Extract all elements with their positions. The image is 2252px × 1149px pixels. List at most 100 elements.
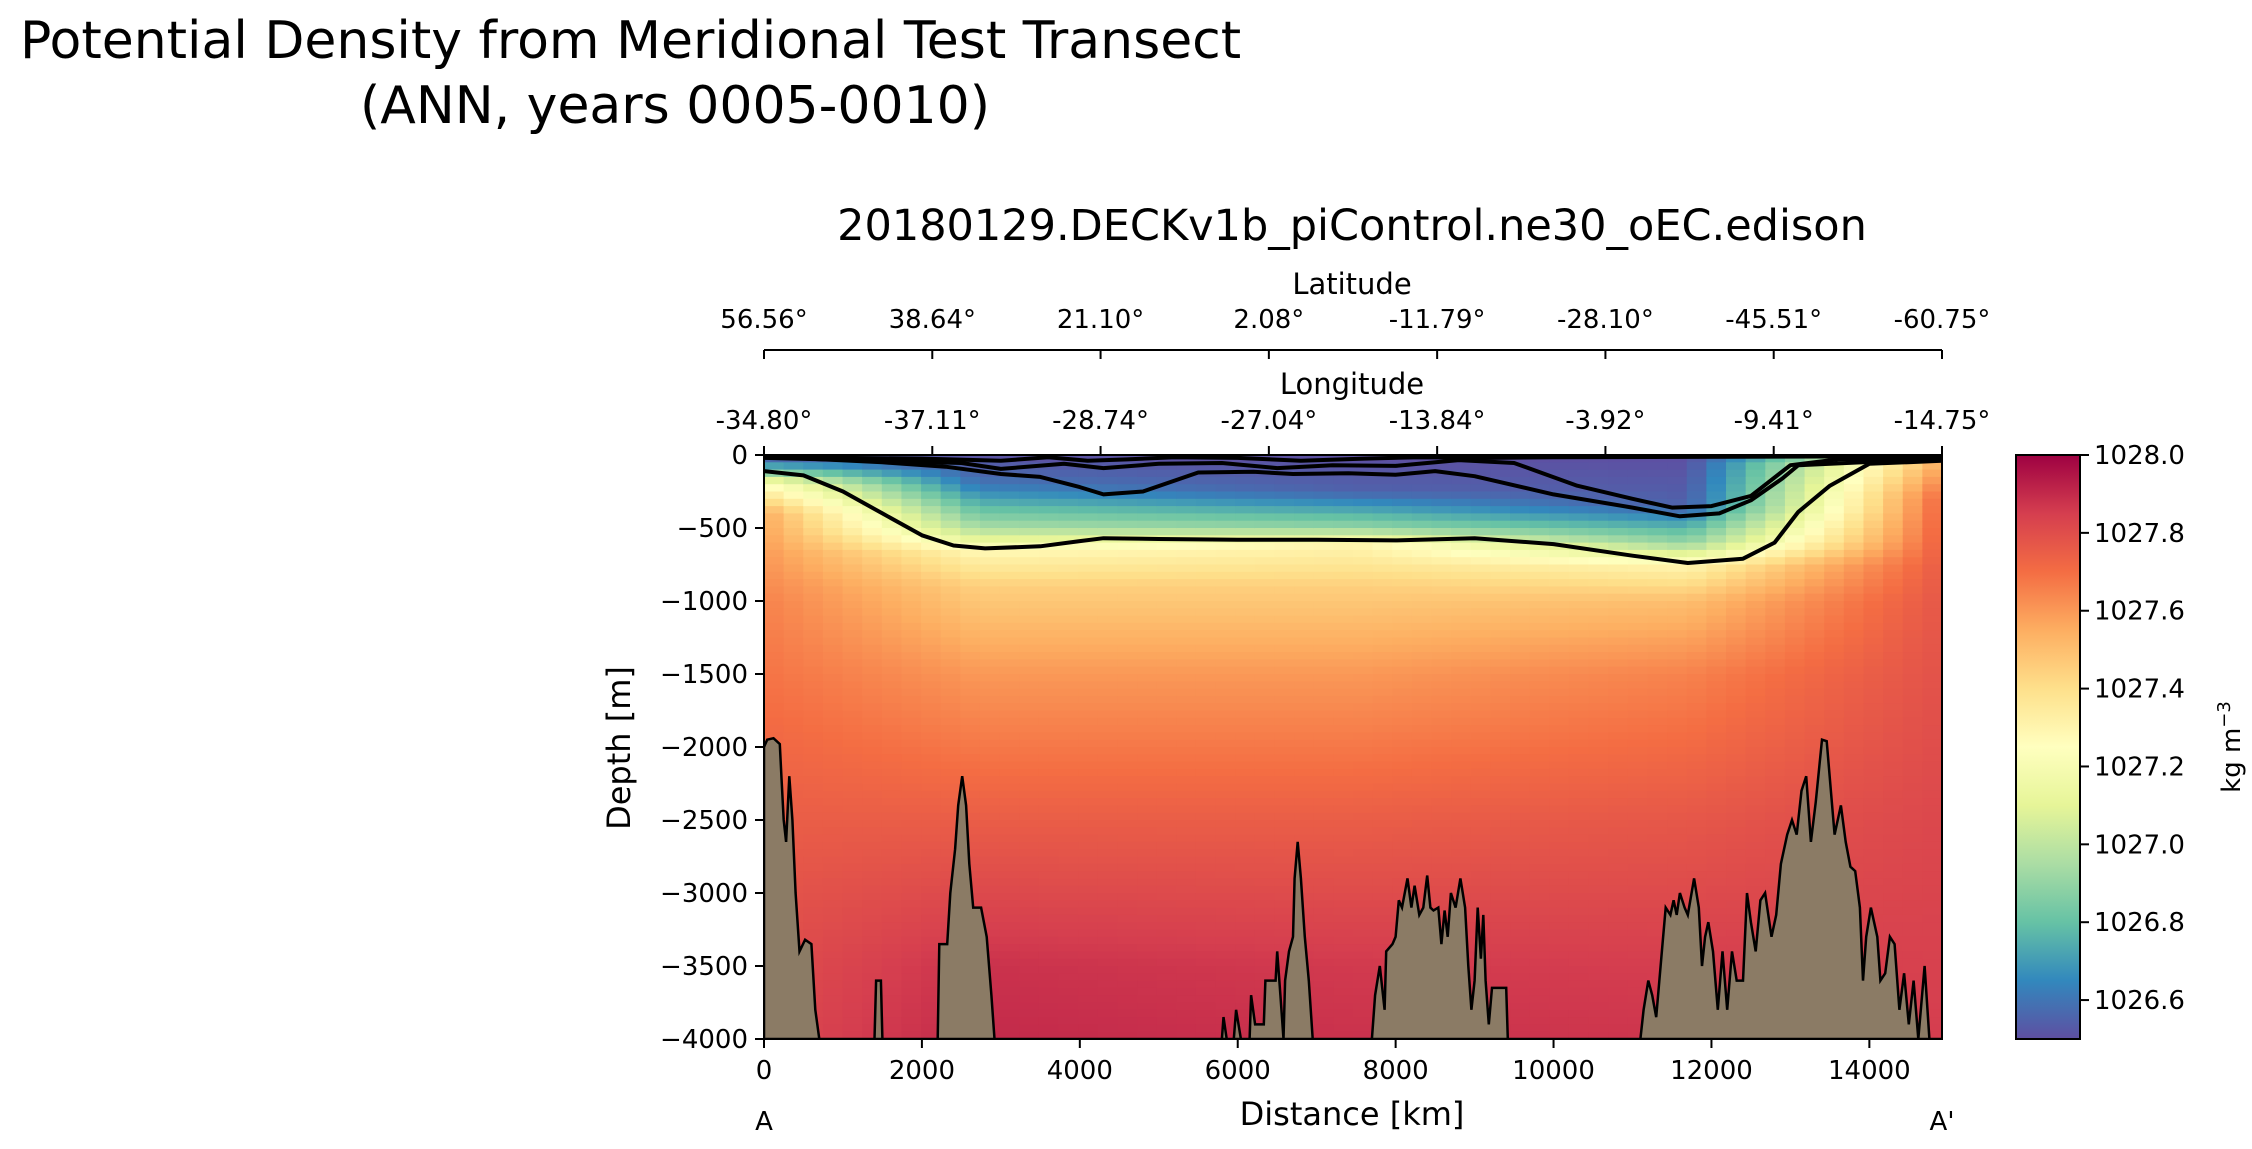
density-cell bbox=[862, 535, 883, 544]
density-cell bbox=[1215, 462, 1236, 471]
density-cell bbox=[803, 498, 824, 507]
density-cell bbox=[1784, 768, 1806, 777]
density-cell bbox=[1019, 506, 1040, 514]
density-cell bbox=[901, 666, 922, 675]
density-cell bbox=[1038, 776, 1060, 785]
density-cell bbox=[1235, 776, 1256, 785]
density-cell bbox=[1706, 630, 1727, 639]
density-cell bbox=[1038, 761, 1060, 770]
subtitle-run-name: 20180129.DECKv1b_piControl.ne30_oEC.edis… bbox=[837, 201, 1867, 251]
density-cell bbox=[842, 812, 863, 821]
density-cell bbox=[1215, 1017, 1236, 1025]
density-cell bbox=[1627, 936, 1649, 945]
density-cell bbox=[960, 608, 981, 617]
density-cell bbox=[1510, 1017, 1531, 1025]
density-cell bbox=[1667, 732, 1688, 741]
density-cell bbox=[1117, 783, 1138, 792]
density-cell bbox=[1313, 1031, 1334, 1039]
density-cell bbox=[1922, 681, 1942, 690]
density-cell bbox=[1902, 564, 1923, 573]
density-cell bbox=[1431, 622, 1452, 631]
density-cell bbox=[1392, 681, 1413, 690]
density-cell bbox=[1726, 571, 1747, 580]
density-cell bbox=[822, 703, 844, 712]
density-cell bbox=[1431, 739, 1452, 748]
density-cell bbox=[842, 914, 863, 923]
density-cell bbox=[1235, 637, 1256, 646]
density-cell bbox=[1195, 820, 1217, 828]
density-cell bbox=[1490, 695, 1511, 704]
density-cell bbox=[1353, 710, 1374, 719]
density-cell bbox=[1097, 987, 1118, 996]
density-cell bbox=[1313, 498, 1334, 507]
density-cell bbox=[1588, 666, 1609, 675]
density-cell bbox=[881, 776, 903, 785]
density-cell bbox=[1490, 849, 1511, 858]
density-cell bbox=[1451, 659, 1472, 668]
density-cell bbox=[1019, 695, 1040, 704]
density-cell bbox=[1215, 652, 1236, 660]
density-cell bbox=[1549, 856, 1570, 865]
density-cell bbox=[1137, 966, 1158, 974]
density-cell bbox=[1568, 1024, 1590, 1033]
density-cell bbox=[901, 929, 922, 938]
density-cell bbox=[1411, 754, 1433, 763]
density-cell bbox=[842, 922, 863, 931]
density-cell bbox=[803, 754, 824, 763]
density-cell bbox=[1490, 929, 1511, 938]
density-cell bbox=[1784, 542, 1806, 551]
density-cell bbox=[1883, 863, 1904, 872]
density-cell bbox=[1097, 688, 1118, 697]
density-cell bbox=[921, 498, 942, 507]
density-cell bbox=[1667, 506, 1688, 514]
density-cell bbox=[803, 571, 824, 580]
density-cell bbox=[1451, 564, 1472, 573]
density-cell bbox=[1353, 754, 1374, 763]
density-cell bbox=[1078, 703, 1099, 712]
density-cell bbox=[1372, 659, 1393, 668]
density-cell bbox=[764, 535, 785, 544]
density-cell bbox=[881, 725, 903, 733]
density-cell bbox=[1235, 871, 1256, 879]
density-cell bbox=[1667, 776, 1688, 785]
density-cell bbox=[822, 973, 844, 982]
density-cell bbox=[1176, 637, 1197, 646]
density-cell bbox=[1726, 849, 1747, 858]
density-cell bbox=[1588, 929, 1609, 938]
density-cell bbox=[881, 498, 903, 507]
density-cell bbox=[1804, 761, 1825, 770]
density-cell bbox=[1765, 652, 1786, 660]
density-cell bbox=[803, 893, 824, 901]
density-cell bbox=[1353, 557, 1374, 566]
density-cell bbox=[1588, 790, 1609, 799]
density-cell bbox=[1313, 1017, 1334, 1025]
density-cell bbox=[1353, 652, 1374, 660]
density-cell bbox=[822, 579, 844, 587]
density-cell bbox=[1353, 885, 1374, 894]
density-cell bbox=[1235, 900, 1256, 909]
density-cell bbox=[1195, 688, 1217, 697]
density-cell bbox=[901, 644, 922, 653]
density-cell bbox=[1156, 542, 1177, 551]
density-cell bbox=[803, 856, 824, 865]
density-cell bbox=[842, 834, 863, 843]
density-cell bbox=[979, 666, 1001, 675]
density-cell bbox=[1549, 914, 1570, 923]
density-cell bbox=[1647, 944, 1668, 952]
contour-line bbox=[764, 455, 1942, 519]
density-cell bbox=[1195, 637, 1217, 646]
density-cell bbox=[1510, 885, 1531, 894]
density-cell bbox=[940, 528, 961, 536]
density-cell bbox=[1726, 579, 1747, 587]
density-cell bbox=[1411, 666, 1433, 675]
density-cell bbox=[1667, 535, 1688, 544]
density-cell bbox=[1411, 820, 1433, 828]
density-cell bbox=[1294, 849, 1315, 858]
density-cell bbox=[1902, 703, 1923, 712]
density-cell bbox=[1627, 732, 1649, 741]
density-cell bbox=[1097, 520, 1118, 529]
density-cell bbox=[822, 820, 844, 828]
density-cell bbox=[1902, 586, 1923, 595]
density-cell bbox=[1686, 513, 1707, 522]
density-cell bbox=[1117, 936, 1138, 945]
